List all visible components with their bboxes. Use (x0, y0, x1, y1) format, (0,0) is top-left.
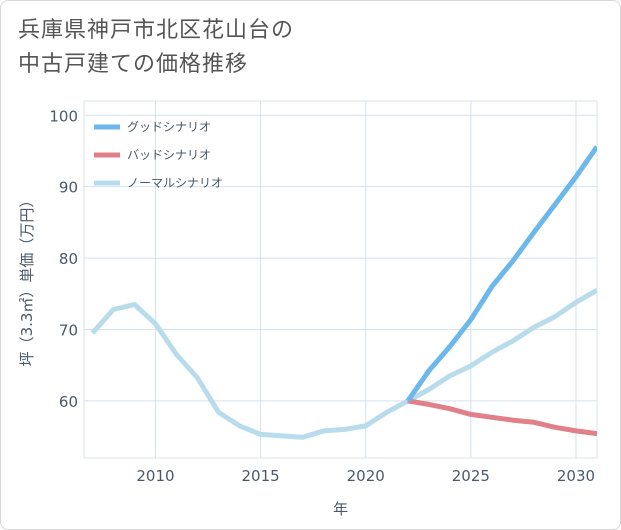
series-line-2 (90, 288, 597, 440)
chart-title: 兵庫県神戸市北区花山台の 中古戸建ての価格推移 (18, 14, 294, 82)
y-tick-label: 70 (59, 321, 78, 339)
x-tick-label: 2010 (136, 467, 174, 485)
y-tick-label: 60 (59, 393, 78, 411)
series-lines (90, 145, 597, 440)
x-axis-title: 年 (333, 500, 348, 518)
x-tick-label: 2020 (347, 467, 385, 485)
chart-title-line-1: 兵庫県神戸市北区花山台の (18, 18, 295, 43)
legend-label: グッドシナリオ (127, 120, 211, 134)
legend-label: ノーマルシナリオ (127, 176, 223, 190)
y-tick-label: 80 (59, 250, 78, 268)
plot-frame (83, 100, 598, 459)
y-tick-label: 90 (59, 179, 78, 197)
x-tick-label: 2030 (557, 467, 595, 485)
legend-label: バッドシナリオ (127, 148, 211, 162)
x-tick-label: 2025 (452, 467, 490, 485)
series-line-1 (407, 398, 597, 437)
y-tick-label: 100 (49, 107, 78, 125)
chart-title-line-2: 中古戸建ての価格推移 (18, 52, 249, 77)
grid (83, 100, 598, 459)
series-line-0 (405, 145, 597, 403)
x-tick-label: 2015 (242, 467, 280, 485)
y-axis-title: 坪（3.3㎡）単価（万円） (18, 193, 36, 367)
axes: 2010 2015 2020 2025 2030 60 70 80 90 100 年 坪（3.3㎡）単… (18, 107, 595, 518)
